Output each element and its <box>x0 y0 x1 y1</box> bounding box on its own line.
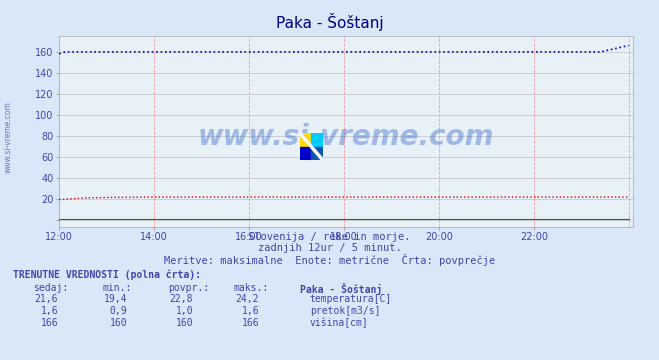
Text: povpr.:: povpr.: <box>168 283 209 293</box>
Text: temperatura[C]: temperatura[C] <box>310 294 392 305</box>
Text: 1,0: 1,0 <box>175 306 193 316</box>
Text: pretok[m3/s]: pretok[m3/s] <box>310 306 380 316</box>
Text: 22,8: 22,8 <box>169 294 193 305</box>
Text: sedaj:: sedaj: <box>33 283 68 293</box>
Text: Slovenija / reke in morje.: Slovenija / reke in morje. <box>248 232 411 242</box>
Text: www.si-vreme.com: www.si-vreme.com <box>3 101 13 173</box>
Polygon shape <box>312 147 323 160</box>
Text: 166: 166 <box>241 318 259 328</box>
Bar <box>300 133 312 147</box>
Text: 21,6: 21,6 <box>34 294 58 305</box>
Text: 166: 166 <box>40 318 58 328</box>
Text: višina[cm]: višina[cm] <box>310 318 368 328</box>
Text: zadnjih 12ur / 5 minut.: zadnjih 12ur / 5 minut. <box>258 243 401 253</box>
Text: 0,9: 0,9 <box>109 306 127 316</box>
Text: 19,4: 19,4 <box>103 294 127 305</box>
Text: www.si-vreme.com: www.si-vreme.com <box>198 123 494 151</box>
Text: 24,2: 24,2 <box>235 294 259 305</box>
Text: 160: 160 <box>175 318 193 328</box>
Text: min.:: min.: <box>102 283 132 293</box>
Text: maks.:: maks.: <box>234 283 269 293</box>
Text: 160: 160 <box>109 318 127 328</box>
Text: 1,6: 1,6 <box>40 306 58 316</box>
Text: Paka - Šoštanj: Paka - Šoštanj <box>300 283 382 294</box>
Text: Paka - Šoštanj: Paka - Šoštanj <box>275 13 384 31</box>
Bar <box>312 133 323 147</box>
Bar <box>300 147 312 160</box>
Text: 1,6: 1,6 <box>241 306 259 316</box>
Text: TRENUTNE VREDNOSTI (polna črta):: TRENUTNE VREDNOSTI (polna črta): <box>13 270 201 280</box>
Text: Meritve: maksimalne  Enote: metrične  Črta: povprečje: Meritve: maksimalne Enote: metrične Črta… <box>164 254 495 266</box>
